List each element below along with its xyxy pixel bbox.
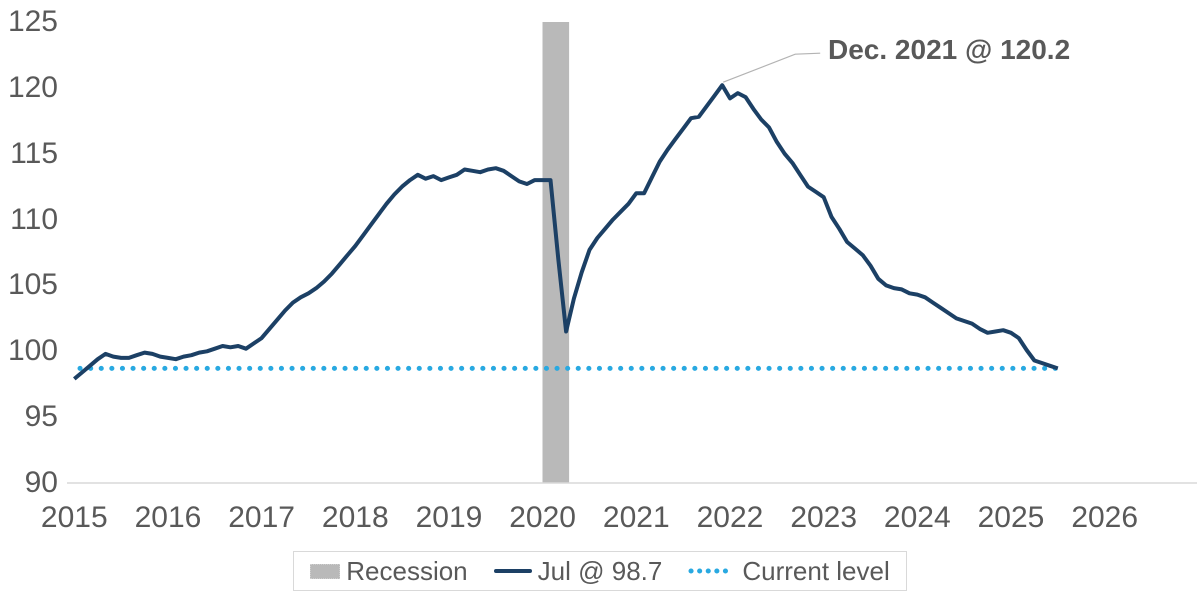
y-tick-label: 100 xyxy=(7,334,58,368)
x-tick-label: 2016 xyxy=(134,501,202,534)
y-tick-label: 125 xyxy=(7,5,58,38)
x-tick-label: 2023 xyxy=(790,501,858,534)
y-tick-label: 115 xyxy=(10,136,58,170)
y-tick-label: 90 xyxy=(24,466,58,499)
x-tick-label: 2022 xyxy=(696,501,764,534)
y-tick-label: 95 xyxy=(24,400,58,434)
y-tick-label: 105 xyxy=(7,268,58,302)
peak-annotation: Dec. 2021 @ 120.2 xyxy=(828,34,1071,65)
series-line xyxy=(73,83,1059,381)
x-tick-label: 2026 xyxy=(1071,501,1139,534)
x-tick-label: 2021 xyxy=(602,501,670,534)
x-tick-label: 2024 xyxy=(883,501,951,534)
x-tick-label: 2018 xyxy=(321,501,389,534)
x-tick-label: 2017 xyxy=(228,501,295,534)
annotation-leader-line xyxy=(722,52,821,83)
y-tick-label: 110 xyxy=(10,202,58,236)
x-tick-label: 2019 xyxy=(415,501,483,534)
x-tick-label: 2025 xyxy=(977,501,1045,534)
y-tick-label: 120 xyxy=(7,70,58,104)
x-tick-label: 2015 xyxy=(40,501,108,534)
x-tick-label: 2020 xyxy=(509,501,576,534)
